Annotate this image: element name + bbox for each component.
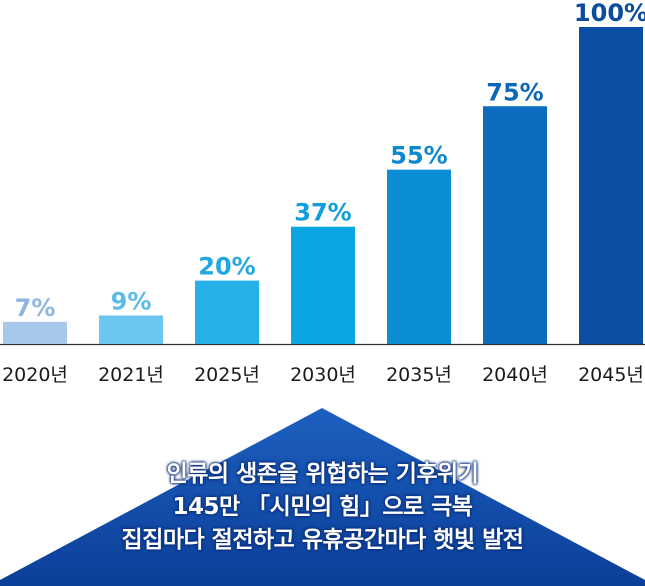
category-label-4: 2035년 bbox=[386, 364, 452, 386]
banner-line-2: 145만 「시민의 힘」으로 극복 bbox=[172, 494, 473, 520]
bar-4 bbox=[387, 169, 451, 344]
banner-line-1: 인류의 생존을 위협하는 기후위기 bbox=[166, 461, 479, 487]
value-label-2: 20% bbox=[198, 253, 255, 281]
category-label-5: 2040년 bbox=[482, 364, 548, 386]
bar-1 bbox=[99, 315, 163, 344]
bar-5 bbox=[483, 106, 547, 344]
value-label-3: 37% bbox=[294, 199, 351, 227]
category-label-1: 2021년 bbox=[98, 364, 164, 386]
bar-2 bbox=[195, 280, 259, 344]
category-label-2: 2025년 bbox=[194, 364, 260, 386]
category-label-3: 2030년 bbox=[290, 364, 356, 386]
banner-triangle bbox=[0, 408, 645, 586]
value-label-4: 55% bbox=[390, 142, 447, 170]
category-label-0: 2020년 bbox=[2, 364, 68, 386]
bar-6 bbox=[579, 27, 643, 344]
value-label-5: 75% bbox=[486, 78, 543, 106]
banner-line-3: 집집마다 절전하고 유휴공간마다 햇빛 발전 bbox=[121, 527, 524, 553]
banner-text: 인류의 생존을 위협하는 기후위기 145만 「시민의 힘」으로 극복 집집마다… bbox=[0, 458, 645, 557]
bar-3 bbox=[291, 226, 355, 344]
banner-shape bbox=[0, 408, 645, 586]
value-label-6: 100% bbox=[574, 0, 645, 27]
bar-0 bbox=[3, 321, 67, 344]
category-label-6: 2045년 bbox=[578, 364, 644, 386]
bar-chart: 7% 9% 20% 37% 55% 75% 100% 2020년 2021년 2025년 2030… bbox=[0, 0, 645, 386]
value-label-0: 7% bbox=[15, 294, 56, 322]
value-label-1: 9% bbox=[111, 287, 152, 315]
